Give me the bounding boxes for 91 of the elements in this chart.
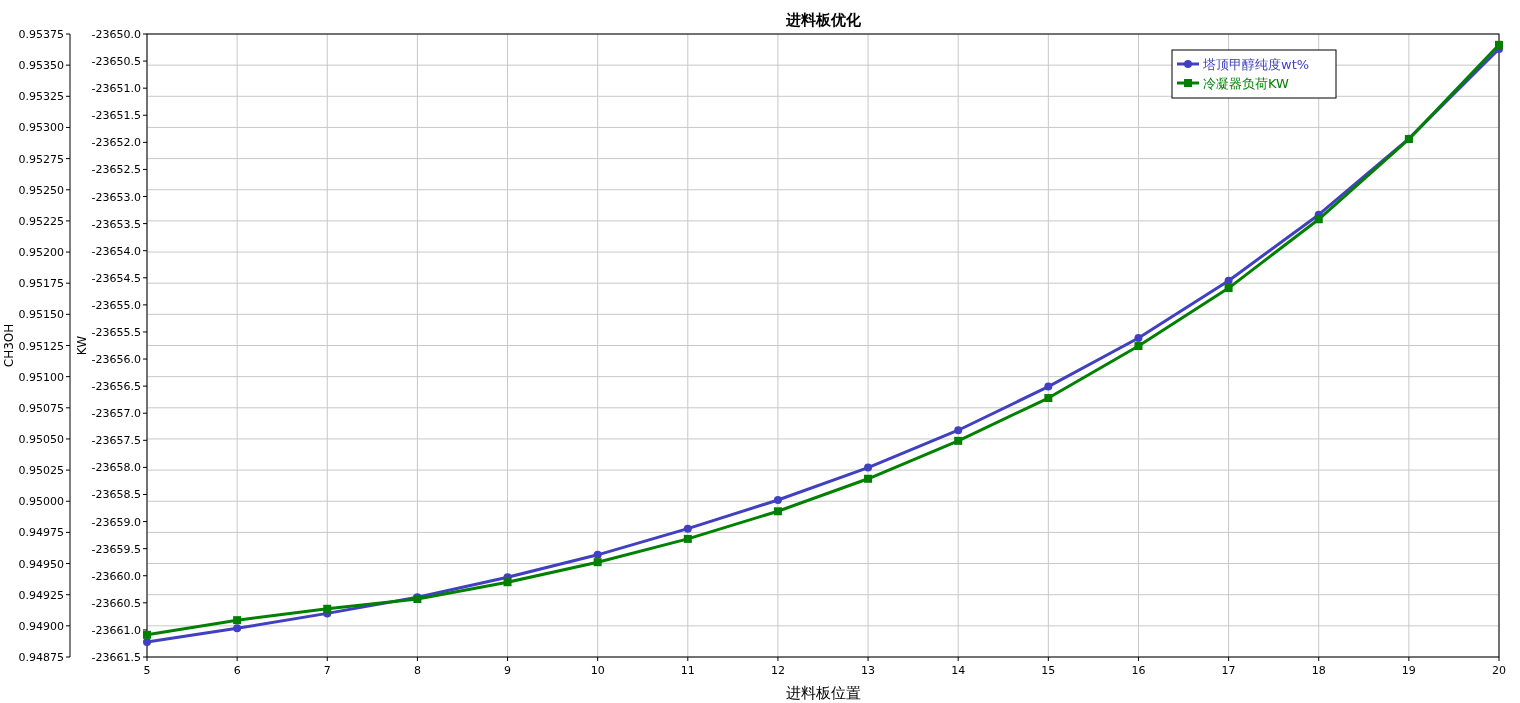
x-tick-label: 9	[504, 664, 512, 677]
y2-tick-label: -23650.5	[91, 55, 141, 69]
point	[323, 604, 332, 613]
point	[593, 550, 602, 559]
x-tick-label: 15	[1041, 664, 1056, 677]
y-axis-title: CH3OH	[2, 323, 16, 368]
y2-tick-label: -23655.5	[91, 325, 141, 339]
point	[1044, 394, 1053, 403]
y2-tick-label: -23655.0	[91, 298, 141, 312]
y-tick-label: 0.95100	[18, 370, 64, 384]
y-tick-label: 0.94900	[18, 619, 64, 633]
x-tick-label: 18	[1311, 664, 1326, 677]
point	[503, 578, 512, 587]
y-tick-label: 0.95300	[18, 121, 64, 135]
point	[773, 507, 782, 516]
y-tick-label: 0.95275	[18, 152, 64, 166]
x-tick-label: 14	[951, 664, 966, 677]
point	[143, 630, 151, 639]
y2-tick-label: -23651.0	[91, 82, 141, 96]
y-tick-label: 0.95250	[18, 183, 64, 197]
y2-tick-label: -23659.5	[91, 542, 141, 556]
y-tick-label: 0.95325	[18, 90, 64, 104]
y-tick-label: 0.95175	[18, 277, 64, 291]
legend-label: 冷凝器负荷KW	[1203, 76, 1290, 91]
y-tick-label: 0.95375	[18, 28, 64, 41]
x-tick-label: 10	[590, 664, 605, 677]
point	[864, 474, 873, 483]
y2-tick-label: -23652.0	[91, 136, 141, 150]
y2-tick-label: -23660.0	[91, 569, 141, 583]
y-tick-label: 0.95075	[18, 401, 64, 415]
x-tick-label: 6	[233, 664, 241, 677]
x-tick-label: 20	[1492, 664, 1506, 677]
y-tick-label: 0.95350	[18, 59, 64, 73]
point	[593, 558, 602, 567]
point	[1134, 334, 1143, 343]
x-tick-label: 7	[323, 664, 331, 677]
point	[1224, 284, 1233, 293]
point	[1044, 382, 1053, 391]
y-tick-label: 0.94875	[18, 651, 64, 664]
legend-label: 塔顶甲醇纯度wt%	[1202, 57, 1310, 72]
x-tick-label: 13	[861, 664, 876, 677]
point	[233, 624, 242, 633]
y-tick-label: 0.94925	[18, 588, 64, 602]
x-tick-label: 17	[1221, 664, 1236, 677]
y2-tick-label: -23657.0	[91, 407, 141, 421]
point	[1495, 40, 1503, 49]
point	[954, 426, 963, 435]
chart-title: 进料板优化	[784, 11, 862, 29]
x-axis-title: 进料板位置	[785, 684, 861, 702]
x-tick-label: 5	[143, 664, 151, 677]
y-tick-label: 0.95200	[18, 246, 64, 260]
y2-tick-label: -23653.0	[91, 190, 141, 204]
y-tick-label: 0.95150	[18, 308, 64, 322]
y2-tick-label: -23654.5	[91, 271, 141, 285]
y2-tick-label: -23656.0	[91, 353, 141, 367]
point	[143, 638, 151, 647]
y2-tick-label: -23658.5	[91, 488, 141, 502]
x-tick-label: 8	[413, 664, 421, 677]
y2-tick-label: -23658.0	[91, 461, 141, 475]
y2-tick-label: -23652.5	[91, 163, 141, 177]
y2-tick-label: -23661.5	[91, 651, 141, 664]
x-tick-label: 12	[770, 664, 785, 677]
point	[683, 534, 692, 543]
y2-tick-label: -23653.5	[91, 217, 141, 231]
y-tick-label: 0.95125	[18, 339, 64, 353]
point	[683, 524, 692, 533]
y2-tick-label: -23657.5	[91, 434, 141, 448]
y2-tick-label: -23660.5	[91, 596, 141, 610]
point	[233, 616, 242, 625]
point	[773, 496, 782, 504]
y2-tick-label: -23661.0	[91, 623, 141, 637]
y-tick-label: 0.95050	[18, 432, 64, 446]
y2-tick-label: -23650.0	[91, 28, 141, 41]
x-tick-label: 16	[1131, 664, 1146, 677]
y2-tick-label: -23651.5	[91, 109, 141, 123]
y-tick-label: 0.95000	[18, 495, 64, 509]
y2-tick-label: -23656.5	[91, 380, 141, 394]
y-tick-label: 0.94975	[18, 526, 64, 540]
y2-tick-label: -23654.0	[91, 244, 141, 258]
point	[1224, 276, 1233, 285]
y-tick-label: 0.95025	[18, 464, 64, 478]
x-tick-label: 11	[680, 664, 695, 677]
y2-tick-label: -23659.0	[91, 515, 141, 529]
x-tick-label: 19	[1401, 664, 1416, 677]
y-tick-label: 0.95225	[18, 214, 64, 228]
point	[864, 463, 873, 472]
y-tick-label: 0.94950	[18, 557, 64, 571]
y2-axis-title: KW	[75, 335, 89, 356]
point	[1314, 215, 1323, 224]
point	[954, 436, 963, 445]
point	[1134, 342, 1143, 351]
